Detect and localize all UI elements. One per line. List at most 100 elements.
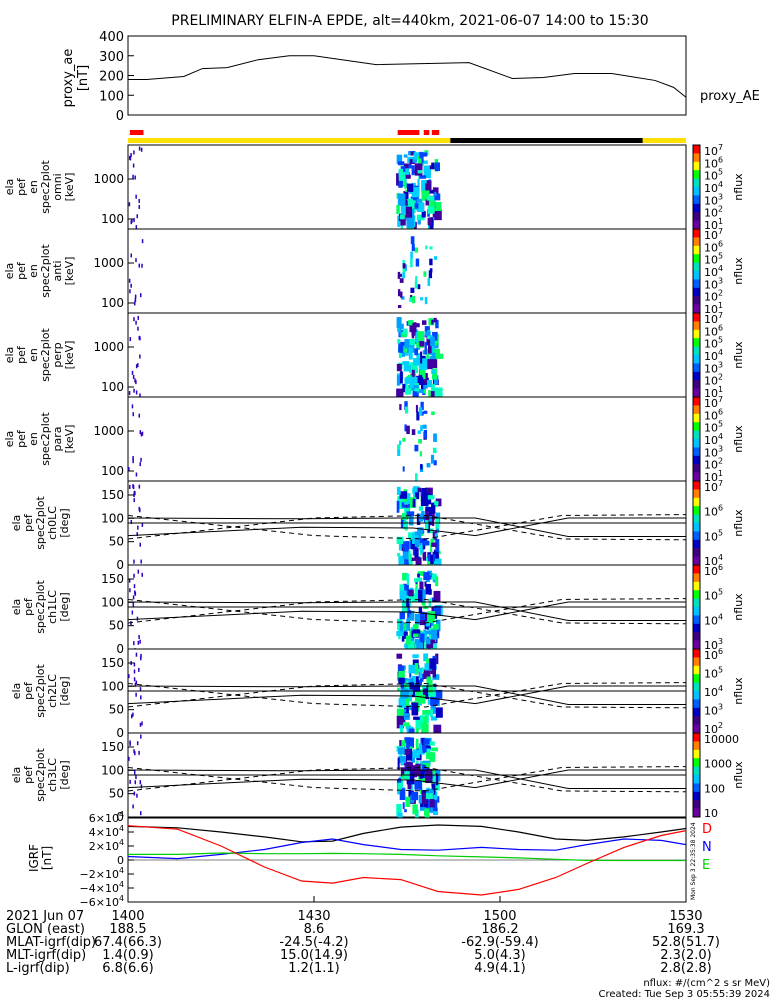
colorbar-cell [693, 182, 700, 186]
spectrogram-pixel [425, 245, 428, 250]
colorbar-cell [693, 720, 700, 723]
colorbar-cell [693, 394, 700, 398]
colorbar-tick-label: 103 [704, 637, 723, 652]
spectrogram-pixel [398, 555, 405, 567]
spectrogram-pixel [131, 370, 134, 375]
proxy-ytick-label: 200 [99, 70, 124, 85]
spectrogram-pixel [420, 355, 426, 359]
colorbar-cell [693, 472, 700, 476]
colorbar-cell [693, 661, 700, 665]
spectrogram-pixel [406, 598, 409, 607]
spectrogram-pixel [419, 633, 425, 642]
colorbar-cell [693, 302, 700, 306]
spectrogram-pixel [427, 611, 435, 623]
spectrogram-pixel [407, 183, 414, 192]
colorbar-cell [693, 191, 700, 194]
colorbar-cell [693, 371, 700, 375]
colorbar-cell [693, 796, 700, 799]
colorbar-cell [693, 159, 700, 163]
spectrogram-pixel [411, 557, 418, 561]
spectrogram-pixel [420, 297, 423, 301]
spectrogram-pixel [398, 540, 402, 551]
spectrogram-pixel [420, 721, 426, 728]
colorbar-cell [693, 510, 700, 513]
spectrogram-pixel [422, 715, 427, 728]
spectrogram-pixel [398, 778, 402, 788]
colorbar-cell [693, 205, 700, 209]
spectrogram-pixel [414, 613, 421, 625]
spectrogram-pixel [139, 639, 141, 644]
colorbar-cell [693, 373, 700, 377]
colorbar-cell [693, 344, 700, 348]
spectrogram-pixel [428, 200, 435, 213]
spectrogram-pixel [434, 209, 442, 221]
spectrogram-pixel [417, 487, 422, 493]
spectrogram-pixel [133, 498, 136, 503]
spectrogram-pixel [399, 611, 405, 620]
spectrogram-pixel [408, 515, 414, 526]
colorbar-tick-label: 104 [704, 612, 723, 627]
spectrogram-pixel [432, 447, 437, 454]
spectrogram-pixel [131, 610, 134, 615]
spectrogram-pixel [397, 161, 405, 166]
spectrogram-pixel [420, 546, 424, 553]
spectrogram-pixel [139, 811, 142, 816]
spectrogram-pixel [404, 339, 413, 349]
colorbar-cell [693, 523, 700, 526]
spectrogram-pixel [420, 401, 424, 411]
colorbar-cell [693, 646, 700, 650]
annotation-value: 1.2(1.1) [288, 961, 340, 976]
spectrogram-pixel [430, 701, 437, 714]
spectrogram-pixel [431, 515, 435, 526]
spectrogram-pixel [406, 573, 410, 580]
spectrogram-pixel [407, 198, 413, 210]
spectrogram-pixel [128, 391, 131, 396]
colorbar-tick-label: 105 [704, 666, 723, 681]
panel-ytick-label: 50 [109, 619, 124, 633]
colorbar-cell [693, 640, 700, 644]
colorbar-cell [693, 611, 700, 614]
spectrogram-pixel [434, 162, 441, 172]
spectrogram-pixel [419, 175, 427, 179]
spectrogram-pixel [136, 214, 139, 219]
colorbar-tick-label: 10 [704, 807, 718, 820]
spectrogram-pixel [425, 511, 430, 524]
colorbar-cell [693, 533, 700, 537]
colorbar-cell [693, 634, 700, 637]
spectrogram-pixel [415, 581, 418, 585]
igrf-ylabel: IGRF[nT] [27, 844, 54, 872]
spectrogram-pixel [137, 569, 140, 574]
colorbar-tick-label: 106 [704, 407, 723, 422]
spectrogram-pixel [408, 347, 413, 360]
spectrogram-pixel [410, 251, 413, 259]
colorbar-cell [693, 583, 700, 587]
spectrogram-pixel [421, 667, 424, 673]
colorbar-cell [693, 388, 700, 392]
spectrogram-pixel [406, 215, 414, 228]
spectrogram-pixel [426, 463, 431, 468]
colorbar-cell [693, 814, 700, 818]
spectrogram-pixel [426, 515, 434, 522]
spectrogram-pixel [396, 154, 403, 164]
spectrogram-pixel [401, 602, 408, 614]
spectrogram-pixel [136, 793, 138, 798]
spectrogram-pixel [402, 548, 409, 560]
spectrogram-pixel [398, 168, 404, 181]
spectrogram-pixel [427, 341, 432, 354]
spectrogram-pixel [130, 714, 133, 719]
spectrogram-pixel [421, 320, 427, 325]
colorbar-cell [693, 283, 700, 287]
spectrogram-pixel [400, 205, 406, 215]
colorbar-cell [693, 571, 700, 574]
spectrogram-pixel [411, 186, 420, 198]
spectrogram-pixel [424, 341, 427, 355]
spectrogram-pixel [134, 175, 136, 180]
colorbar-cell [693, 716, 700, 719]
spectrogram-pixel [138, 204, 141, 209]
panel-ytick-label: 0 [116, 558, 124, 572]
colorbar-cell [693, 791, 700, 795]
spectrogram-pixel [405, 406, 409, 414]
spectrogram-pixel [409, 376, 418, 388]
annotation-value: 1.4(0.9) [102, 948, 154, 963]
spectrogram-pixel [427, 495, 435, 500]
